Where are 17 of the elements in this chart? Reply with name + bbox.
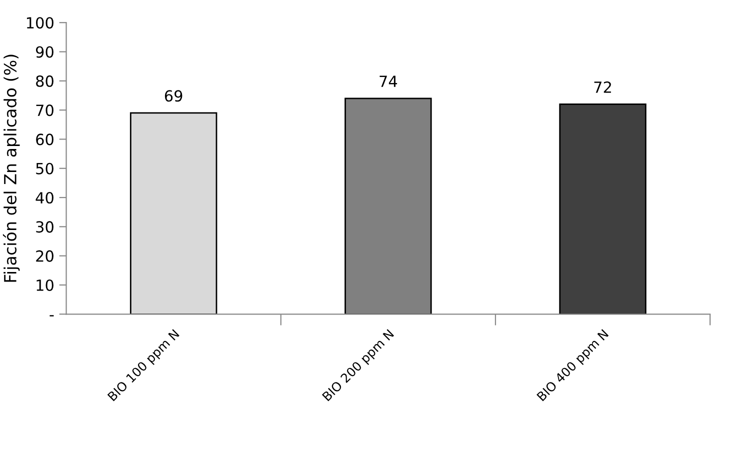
y-tick-label: 40 xyxy=(36,192,54,204)
bar xyxy=(130,112,218,314)
data-label: 69 xyxy=(164,90,182,102)
y-tick-label: 10 xyxy=(36,279,54,292)
y-tick-label: 90 xyxy=(36,46,54,58)
y-tick-label: 30 xyxy=(36,221,54,233)
y-tick-label: 50 xyxy=(36,162,54,174)
y-axis-title: Fijación del Zn aplicado (%) xyxy=(2,54,20,282)
y-tick-label: 70 xyxy=(36,104,54,116)
data-label: 72 xyxy=(594,81,611,93)
bar xyxy=(559,104,646,314)
y-tick-label: 80 xyxy=(36,75,54,87)
data-label: 74 xyxy=(380,76,398,87)
y-tick-label: 20 xyxy=(36,250,54,262)
y-tick-label: 100 xyxy=(26,17,54,29)
y-tick-label: 60 xyxy=(36,134,54,146)
y-tick-label: - xyxy=(50,315,54,316)
